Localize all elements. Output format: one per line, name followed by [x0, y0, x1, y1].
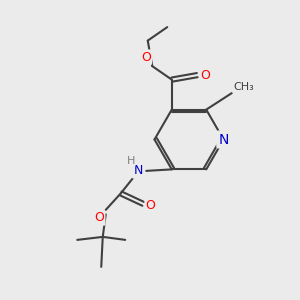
Text: O: O — [200, 69, 210, 82]
Text: O: O — [141, 51, 151, 64]
Text: H: H — [127, 156, 135, 166]
Text: CH₃: CH₃ — [233, 82, 254, 92]
Text: N: N — [218, 133, 229, 146]
Text: N: N — [133, 164, 143, 177]
Text: O: O — [146, 199, 155, 212]
Text: O: O — [94, 212, 104, 224]
